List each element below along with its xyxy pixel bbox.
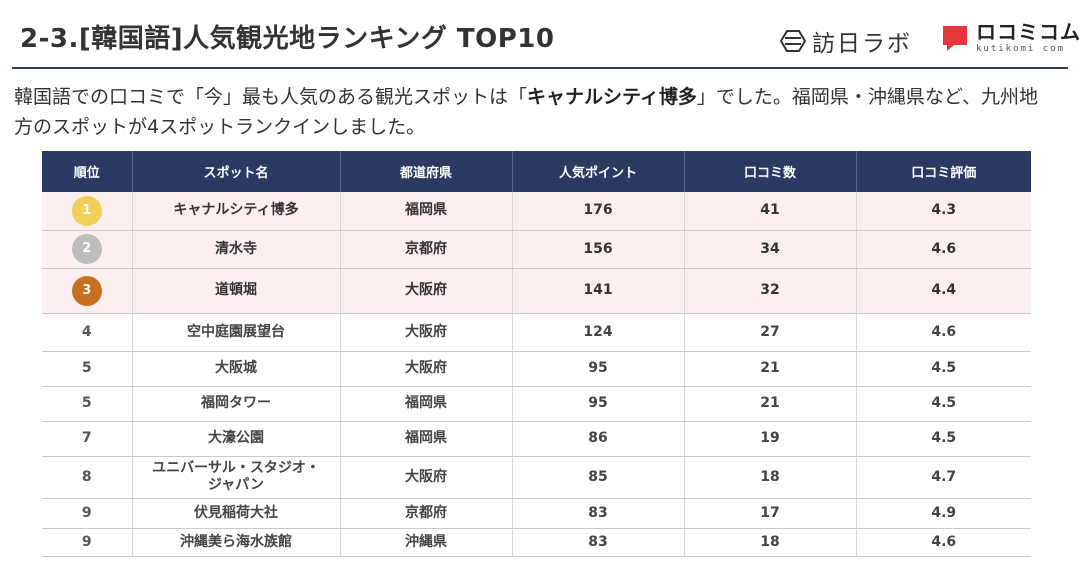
spot-name-cell: 清水寺 (132, 230, 341, 269)
lead-text-part1: 韓国語での口コミで「今」最も人気のある観光スポットは「 (14, 86, 528, 108)
prefecture-cell: 大阪府 (340, 456, 513, 499)
points-cell: 156 (512, 230, 685, 269)
rating-cell: 4.5 (856, 351, 1031, 387)
table-row: 4 空中庭園展望台 大阪府 124 27 4.6 (42, 313, 1031, 352)
rating-cell: 4.6 (856, 528, 1031, 557)
points-cell: 95 (512, 351, 685, 387)
page-title: 2-3.[韓国語]人気観光地ランキング TOP10 (20, 24, 555, 54)
rating-cell: 4.7 (856, 456, 1031, 499)
prefecture-cell: 大阪府 (340, 313, 513, 352)
houjin-lab-text: 訪日ラボ (812, 31, 912, 57)
ranking-table: 順位 スポット名 都道府県 人気ポイント 口コミ数 口コミ評価 1 キャナルシテ… (42, 151, 1031, 557)
spot-name-cell: 大濠公園 (132, 421, 341, 457)
table-row: 5 福岡タワー 福岡県 95 21 4.5 (42, 386, 1031, 422)
table-row: 9 沖縄美ら海水族館 沖縄県 83 18 4.6 (42, 528, 1031, 557)
rank-cell: 9 (42, 498, 133, 529)
kuchikomi-subtext: kutikomi com (976, 44, 1066, 54)
reviews-cell: 18 (684, 456, 857, 499)
points-cell: 83 (512, 528, 685, 557)
points-cell: 83 (512, 498, 685, 529)
reviews-cell: 21 (684, 351, 857, 387)
rating-cell: 4.9 (856, 498, 1031, 529)
silver-medal-badge: 2 (71, 234, 102, 264)
column-header-points: 人気ポイント (512, 151, 685, 192)
prefecture-cell: 大阪府 (340, 268, 513, 314)
prefecture-cell: 福岡県 (340, 192, 513, 231)
spot-name-cell: 伏見稲荷大社 (132, 498, 341, 529)
table-row: 9 伏見稲荷大社 京都府 83 17 4.9 (42, 498, 1031, 529)
reviews-cell: 27 (684, 313, 857, 352)
table-row: 2 清水寺 京都府 156 34 4.6 (42, 230, 1031, 269)
lead-highlight: キャナルシティ博多 (527, 86, 697, 108)
prefecture-cell: 沖縄県 (340, 528, 513, 557)
kuchikomi-text: ロコミコム (976, 20, 1080, 44)
rank-cell: 9 (42, 528, 133, 557)
reviews-cell: 18 (684, 528, 857, 557)
rank-cell: 8 (42, 456, 133, 499)
points-cell: 86 (512, 421, 685, 457)
rank-cell: 4 (42, 313, 133, 352)
points-cell: 141 (512, 268, 685, 314)
rank-cell: 5 (42, 386, 133, 422)
spot-name-line1: ユニバーサル・スタジオ・ (152, 460, 320, 476)
spot-name-cell: ユニバーサル・スタジオ・ ジャパン (132, 456, 341, 499)
rank-cell: 2 (42, 230, 133, 269)
spot-name-line2: ジャパン (208, 477, 264, 493)
reviews-cell: 34 (684, 230, 857, 269)
page-header: 2-3.[韓国語]人気観光地ランキング TOP10 訪日ラボ ロコミコム kut… (0, 0, 1080, 69)
rating-cell: 4.3 (856, 192, 1031, 231)
table-row: 7 大濠公園 福岡県 86 19 4.5 (42, 421, 1031, 457)
kuchikomi-icon (943, 26, 967, 51)
spot-name-cell: 沖縄美ら海水族館 (132, 528, 341, 557)
prefecture-cell: 福岡県 (340, 421, 513, 457)
houjin-lab-logo: 訪日ラボ (780, 24, 912, 58)
lead-text-part2: 」でした。福岡県・沖縄県など、九州地方のスポットが4スポットランクインしました。 (14, 86, 1038, 138)
houjin-lab-icon (780, 30, 806, 52)
rank-cell: 1 (42, 192, 133, 231)
header-divider (12, 67, 1068, 69)
rating-cell: 4.5 (856, 386, 1031, 422)
points-cell: 95 (512, 386, 685, 422)
column-header-rating: 口コミ評価 (856, 151, 1031, 192)
gold-medal-badge: 1 (71, 195, 102, 226)
rank-cell: 5 (42, 351, 133, 387)
prefecture-cell: 京都府 (340, 498, 513, 529)
kuchikomi-logo: ロコミコム kutikomi com (940, 22, 1080, 54)
column-header-spot: スポット名 (132, 151, 341, 192)
lead-text: 韓国語での口コミで「今」最も人気のある観光スポットは「キャナルシティ博多」でした… (14, 82, 1054, 142)
rank-cell: 7 (42, 421, 133, 457)
reviews-cell: 32 (684, 268, 857, 314)
table-row: 8 ユニバーサル・スタジオ・ ジャパン 大阪府 85 18 4.7 (42, 456, 1031, 499)
spot-name-cell: 大阪城 (132, 351, 341, 387)
spot-name-cell: キャナルシティ博多 (132, 192, 341, 231)
table-header-row: 順位 スポット名 都道府県 人気ポイント 口コミ数 口コミ評価 (42, 151, 1031, 192)
column-header-reviews: 口コミ数 (684, 151, 857, 192)
table-row: 1 キャナルシティ博多 福岡県 176 41 4.3 (42, 192, 1031, 231)
prefecture-cell: 京都府 (340, 230, 513, 269)
table-row: 3 道頓堀 大阪府 141 32 4.4 (42, 268, 1031, 314)
spot-name-cell: 空中庭園展望台 (132, 313, 341, 352)
column-header-rank: 順位 (42, 151, 133, 192)
reviews-cell: 41 (684, 192, 857, 231)
prefecture-cell: 福岡県 (340, 386, 513, 422)
points-cell: 124 (512, 313, 685, 352)
bronze-medal-badge: 3 (71, 275, 102, 306)
rating-cell: 4.4 (856, 268, 1031, 314)
rating-cell: 4.5 (856, 421, 1031, 457)
points-cell: 176 (512, 192, 685, 231)
spot-name-cell: 福岡タワー (132, 386, 341, 422)
prefecture-cell: 大阪府 (340, 351, 513, 387)
rating-cell: 4.6 (856, 313, 1031, 352)
rank-cell: 3 (42, 268, 133, 314)
table-row: 5 大阪城 大阪府 95 21 4.5 (42, 351, 1031, 387)
reviews-cell: 17 (684, 498, 857, 529)
ranking-table-container: 順位 スポット名 都道府県 人気ポイント 口コミ数 口コミ評価 1 キャナルシテ… (42, 151, 1031, 557)
reviews-cell: 21 (684, 386, 857, 422)
reviews-cell: 19 (684, 421, 857, 457)
rating-cell: 4.6 (856, 230, 1031, 269)
points-cell: 85 (512, 456, 685, 499)
spot-name-cell: 道頓堀 (132, 268, 341, 314)
column-header-prefecture: 都道府県 (340, 151, 513, 192)
